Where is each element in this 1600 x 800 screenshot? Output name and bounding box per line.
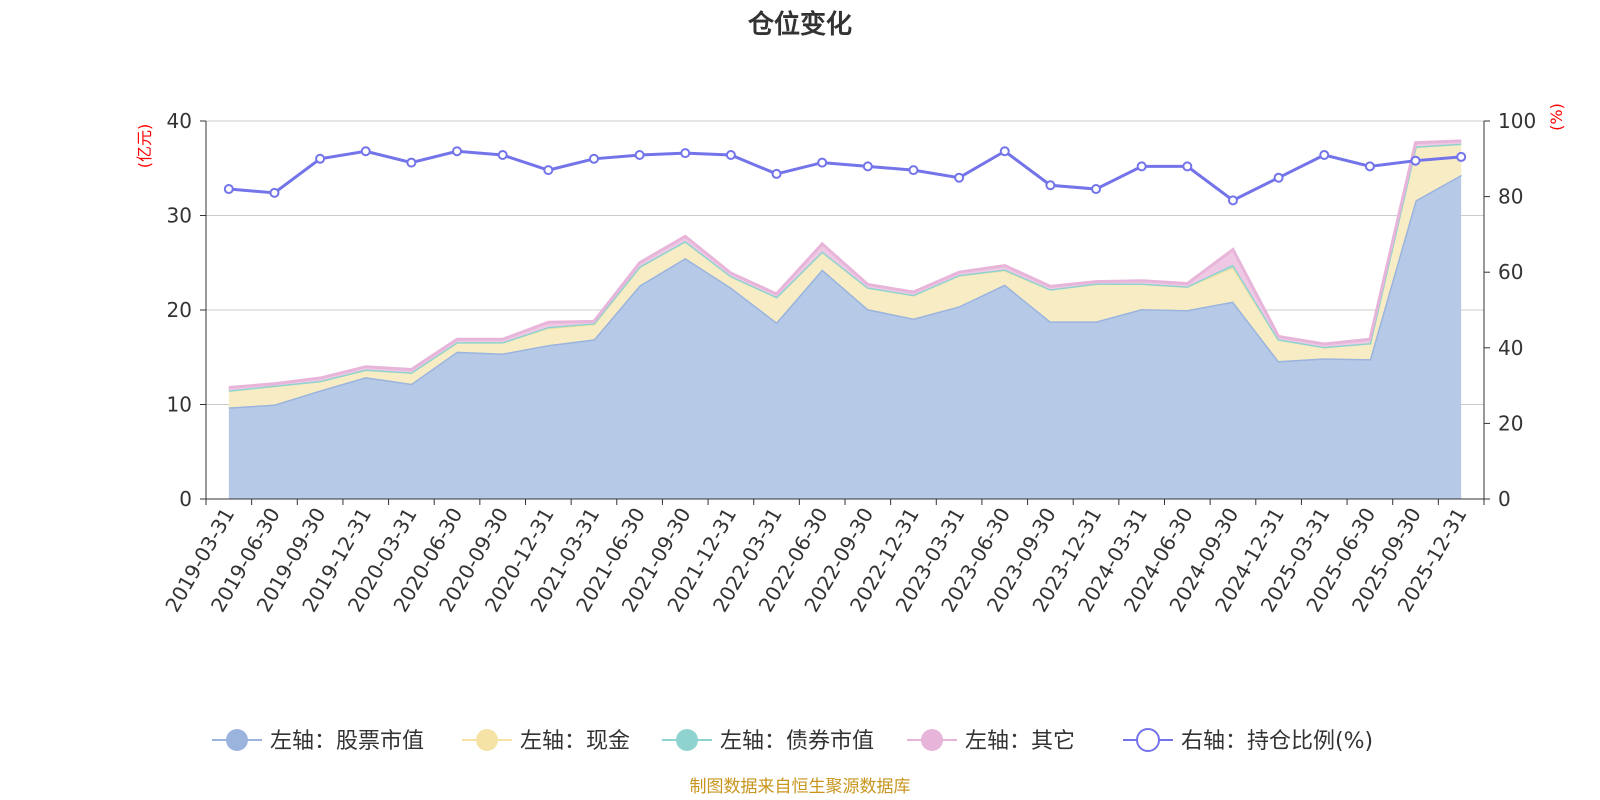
legend-item: 左轴：现金 bbox=[462, 729, 630, 754]
ratio-point bbox=[862, 161, 873, 172]
area-左轴：股票市值 bbox=[228, 174, 1462, 500]
right-tick-label: 80 bbox=[1498, 185, 1523, 209]
area-左轴：现金 bbox=[228, 143, 1462, 408]
ratio-point bbox=[1227, 195, 1238, 206]
left-tick-label: 10 bbox=[167, 393, 192, 417]
ratio-point bbox=[680, 148, 691, 159]
legend-label: 右轴：持仓比例(%) bbox=[1181, 729, 1373, 754]
ratio-point bbox=[999, 146, 1010, 157]
legend-label: 左轴：债券市值 bbox=[720, 729, 874, 754]
legend-marker bbox=[921, 729, 943, 751]
area-edge-左轴：其它 bbox=[228, 139, 1462, 389]
right-tick-label: 40 bbox=[1498, 336, 1523, 360]
ratio-point bbox=[1045, 180, 1056, 191]
ratio-point bbox=[1456, 151, 1467, 162]
ratio-point bbox=[771, 168, 782, 179]
ratio-point bbox=[1182, 161, 1193, 172]
ratio-point bbox=[497, 150, 508, 161]
ratio-point bbox=[1273, 172, 1284, 183]
ratio-point bbox=[634, 150, 645, 161]
ratio-point bbox=[1319, 150, 1330, 161]
right-tick-label: 60 bbox=[1498, 260, 1523, 284]
stacked-area-layer bbox=[228, 139, 1462, 500]
ratio-point bbox=[588, 153, 599, 164]
right-tick-label: 100 bbox=[1498, 109, 1536, 133]
ratio-point bbox=[360, 146, 371, 157]
ratio-point bbox=[543, 165, 554, 176]
ratio-point bbox=[1136, 161, 1147, 172]
legend-label: 左轴：其它 bbox=[965, 729, 1075, 754]
right-tick-label: 20 bbox=[1498, 411, 1523, 435]
legend-item: 右轴：持仓比例(%) bbox=[1123, 728, 1373, 754]
left-tick-label: 40 bbox=[167, 109, 192, 133]
chart-title: 仓位变化 bbox=[747, 9, 852, 40]
left-axis-unit: (亿元) bbox=[135, 124, 154, 169]
ratio-point bbox=[725, 150, 736, 161]
ratio-line-layer bbox=[223, 146, 1467, 206]
ratio-point bbox=[908, 165, 919, 176]
legend-item: 左轴：其它 bbox=[907, 729, 1075, 754]
legend-item: 左轴：股票市值 bbox=[212, 729, 424, 754]
ratio-point bbox=[1091, 184, 1102, 195]
legend-marker bbox=[1136, 728, 1160, 752]
ratio-point bbox=[315, 153, 326, 164]
ratio-point bbox=[452, 146, 463, 157]
left-tick-label: 20 bbox=[167, 298, 192, 322]
ratio-point bbox=[406, 157, 417, 168]
ratio-point bbox=[223, 184, 234, 195]
right-axis-unit: (%) bbox=[1547, 103, 1566, 131]
ratio-point bbox=[1410, 155, 1421, 166]
legend-marker bbox=[476, 729, 498, 751]
ratio-point bbox=[1364, 161, 1375, 172]
ratio-point bbox=[954, 172, 965, 183]
legend-item: 左轴：债券市值 bbox=[662, 729, 874, 754]
left-tick-label: 0 bbox=[179, 487, 192, 511]
legend: 左轴：股票市值 左轴：现金 左轴：债券市值 左轴：其它 右轴：持仓比例(%) bbox=[212, 728, 1373, 754]
legend-label: 左轴：现金 bbox=[520, 729, 630, 754]
source-note: 制图数据来自恒生聚源数据库 bbox=[690, 777, 911, 797]
ratio-line bbox=[228, 149, 1462, 203]
right-tick-label: 0 bbox=[1498, 487, 1511, 511]
left-tick-label: 30 bbox=[167, 204, 192, 228]
ratio-point bbox=[269, 187, 280, 198]
legend-marker bbox=[676, 729, 698, 751]
ratio-point bbox=[817, 157, 828, 168]
legend-marker bbox=[226, 729, 248, 751]
legend-label: 左轴：股票市值 bbox=[270, 729, 424, 754]
